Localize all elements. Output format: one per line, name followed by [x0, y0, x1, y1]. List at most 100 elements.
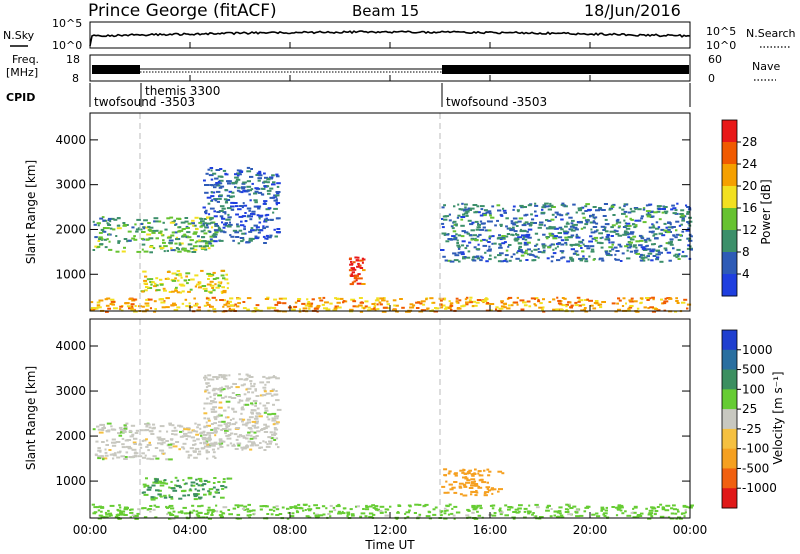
- heatmap-cell: [213, 240, 218, 243]
- heatmap-cell: [560, 308, 564, 311]
- heatmap-cell: [531, 513, 534, 516]
- heatmap-cell: [228, 300, 232, 303]
- heatmap-cell: [205, 386, 209, 389]
- heatmap-cell: [462, 304, 467, 307]
- heatmap-cell: [523, 510, 527, 513]
- heatmap-cell: [239, 173, 242, 176]
- heatmap-cell: [512, 234, 515, 237]
- heatmap-cell: [169, 236, 172, 239]
- heatmap-cell: [445, 240, 450, 243]
- heatmap-cell: [150, 433, 155, 435]
- heatmap-cell: [168, 239, 174, 242]
- heatmap-cell: [219, 387, 223, 390]
- heatmap-cell: [145, 425, 149, 428]
- heatmap-cell: [533, 303, 536, 306]
- heatmap-cell: [570, 228, 574, 231]
- colorbar-swatch: [722, 120, 737, 143]
- heatmap-cell: [370, 308, 375, 311]
- heatmap-cell: [243, 378, 248, 381]
- heatmap-cell: [443, 491, 448, 494]
- heatmap-cell: [266, 443, 269, 446]
- heatmap-cell: [218, 439, 223, 442]
- heatmap-cell: [160, 449, 165, 452]
- heatmap-cell: [376, 308, 380, 311]
- heatmap-cell: [674, 512, 678, 515]
- heatmap-cell: [337, 306, 342, 309]
- heatmap-cell: [598, 303, 603, 306]
- heatmap-cell: [562, 230, 568, 233]
- heatmap-cell: [371, 504, 375, 507]
- heatmap-cell: [265, 377, 271, 380]
- heatmap-cell: [199, 217, 204, 220]
- heatmap-cell: [184, 298, 188, 301]
- heatmap-cell: [226, 444, 230, 447]
- heatmap-cell: [213, 394, 216, 397]
- heatmap-cell: [207, 278, 210, 280]
- heatmap-cell: [234, 421, 238, 424]
- heatmap-cell: [415, 301, 421, 304]
- heatmap-cell: [507, 296, 513, 299]
- heatmap-cell: [155, 229, 159, 232]
- heatmap-cell: [259, 508, 263, 511]
- heatmap-cell: [143, 516, 148, 519]
- heatmap-cell: [119, 450, 122, 453]
- heatmap-cell: [475, 506, 479, 509]
- heatmap-cell: [471, 504, 476, 507]
- heatmap-cell: [251, 391, 255, 394]
- heatmap-cell: [534, 244, 537, 247]
- heatmap-cell: [208, 213, 211, 216]
- heatmap-cell: [165, 505, 168, 508]
- heatmap-cell: [218, 443, 222, 446]
- heatmap-cell: [569, 306, 573, 309]
- heatmap-cell: [489, 254, 492, 257]
- heatmap-cell: [475, 248, 481, 251]
- heatmap-cell: [448, 219, 452, 222]
- heatmap-cell: [418, 513, 422, 516]
- heatmap-cell: [168, 494, 171, 497]
- heatmap-cell: [564, 508, 568, 511]
- heatmap-cell: [659, 503, 663, 506]
- heatmap-cell: [214, 491, 218, 494]
- beam-label: Beam 15: [352, 2, 419, 20]
- heatmap-cell: [172, 303, 177, 306]
- heatmap-cell: [667, 242, 673, 245]
- heatmap-cell: [458, 260, 461, 263]
- heatmap-cell: [220, 216, 224, 219]
- heatmap-cell: [170, 497, 174, 500]
- heatmap-cell: [203, 479, 208, 482]
- heatmap-cell: [527, 236, 532, 239]
- heatmap-cell: [459, 493, 463, 496]
- heatmap-cell: [266, 189, 272, 192]
- heatmap-cell: [454, 474, 458, 477]
- heatmap-cell: [249, 448, 253, 451]
- heatmap-cell: [472, 255, 476, 258]
- heatmap-cell: [141, 243, 146, 246]
- heatmap-cell: [286, 517, 290, 520]
- heatmap-cell: [525, 259, 529, 261]
- heatmap-cell: [442, 297, 445, 300]
- heatmap-cell: [105, 444, 109, 446]
- heatmap-cell: [447, 306, 452, 309]
- heatmap-cell: [100, 228, 105, 231]
- heatmap-cell: [477, 211, 481, 214]
- heatmap-cell: [190, 278, 195, 281]
- heatmap-cell: [468, 487, 474, 489]
- heatmap-cell: [147, 222, 151, 224]
- heatmap-cell: [297, 298, 302, 300]
- heatmap-cell: [528, 504, 531, 507]
- heatmap-cell: [153, 217, 159, 220]
- heatmap-cell: [639, 259, 644, 262]
- x-tick-label: 16:00: [473, 523, 508, 537]
- heatmap-cell: [310, 302, 314, 305]
- heatmap-cell: [238, 169, 242, 172]
- heatmap-cell: [470, 484, 475, 487]
- heatmap-cell: [534, 515, 538, 518]
- heatmap-cell: [583, 226, 586, 229]
- heatmap-cell: [213, 215, 218, 218]
- heatmap-cell: [200, 504, 204, 507]
- heatmap-cell: [557, 236, 563, 239]
- heatmap-cell: [683, 298, 688, 301]
- heatmap-cell: [104, 246, 108, 249]
- heatmap-cell: [204, 390, 207, 393]
- heatmap-cell: [218, 401, 223, 404]
